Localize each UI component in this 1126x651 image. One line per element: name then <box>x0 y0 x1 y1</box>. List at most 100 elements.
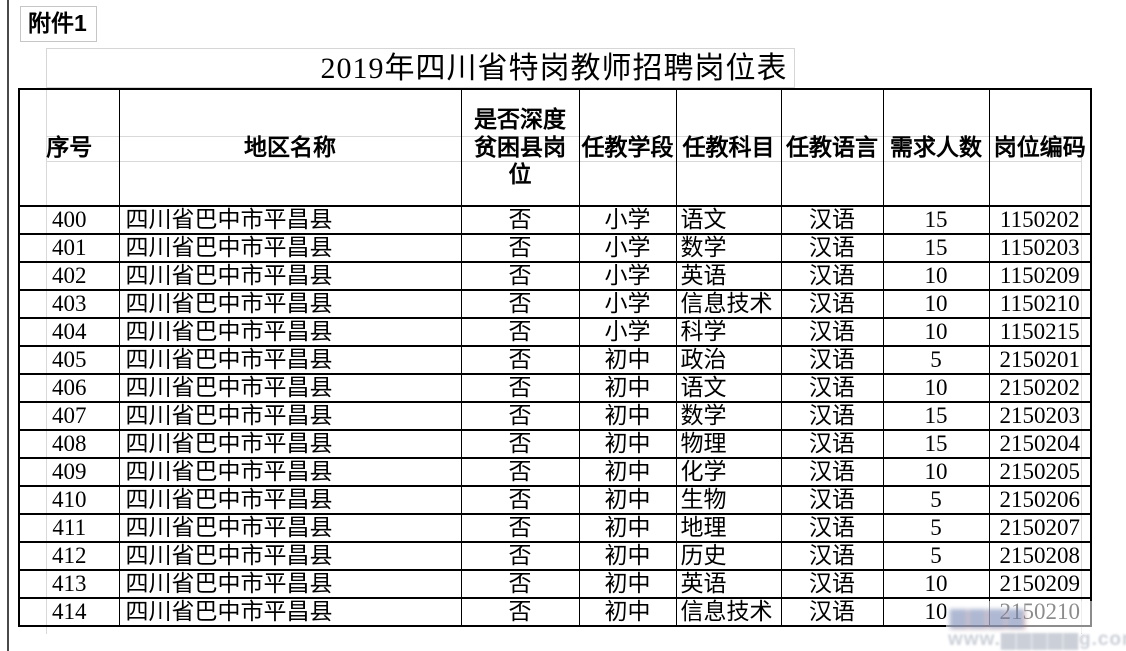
cell: 汉语 <box>780 457 884 487</box>
cell: 英语 <box>675 569 782 599</box>
cell: 10 <box>882 457 990 487</box>
cell: 1150209 <box>988 261 1092 291</box>
cell: 否 <box>460 513 580 543</box>
cell: 汉语 <box>780 401 884 431</box>
cell: 401 <box>18 233 120 263</box>
cell: 1150215 <box>988 317 1092 347</box>
cell: 政治 <box>675 345 782 375</box>
table-row: 410 四川省巴中市平昌县否初中 生物 汉语 5 2150206 <box>18 485 1092 515</box>
attachment-label-text: 附件1 <box>28 10 87 36</box>
cell: 405 <box>18 345 120 375</box>
cell: 2150206 <box>988 485 1092 515</box>
cell: 初中 <box>578 541 677 571</box>
cell: 否 <box>460 345 580 375</box>
attachment-label: 附件1 <box>20 6 97 42</box>
cell: 2150205 <box>988 457 1092 487</box>
cell: 413 <box>18 569 120 599</box>
table-row: 405 四川省巴中市平昌县否初中 政治 汉语 5 2150201 <box>18 345 1092 375</box>
cell: 1150210 <box>988 289 1092 319</box>
cell: 5 <box>882 513 990 543</box>
table-body: 400 四川省巴中市平昌县否小学 语文 汉语 15 1150202 401 四川省巴中市平昌县… <box>18 205 1092 627</box>
cell: 汉语 <box>780 261 884 291</box>
cell: 2150208 <box>988 541 1092 571</box>
positions-table: 序号 地区名称 是否深度贫困县岗位 任教学段 任教科目 任教语言 需求人数 岗位编码 400 四… <box>18 88 1092 627</box>
cell: 否 <box>460 373 580 403</box>
cell: 化学 <box>675 457 782 487</box>
cell: 历史 <box>675 541 782 571</box>
cell: 否 <box>460 485 580 515</box>
cell: 汉语 <box>780 541 884 571</box>
cell: 初中 <box>578 401 677 431</box>
cell: 412 <box>18 541 120 571</box>
cell: 四川省巴中市平昌县 <box>118 485 462 515</box>
cell: 四川省巴中市平昌县 <box>118 569 462 599</box>
cell: 否 <box>460 541 580 571</box>
cell: 小学 <box>578 317 677 347</box>
cell: 初中 <box>578 485 677 515</box>
column-header-0: 序号 <box>18 88 120 207</box>
page-title: 2019年四川省特岗教师招聘岗位表 <box>320 52 788 85</box>
cell: 初中 <box>578 569 677 599</box>
cell: 15 <box>882 205 990 235</box>
cell: 小学 <box>578 205 677 235</box>
cell: 410 <box>18 485 120 515</box>
column-header-6: 需求人数 <box>882 88 990 207</box>
cell: 初中 <box>578 457 677 487</box>
cell: 小学 <box>578 289 677 319</box>
cell: 10 <box>882 289 990 319</box>
cell: 406 <box>18 373 120 403</box>
cell: 四川省巴中市平昌县 <box>118 513 462 543</box>
cell: 四川省巴中市平昌县 <box>118 373 462 403</box>
cell: 否 <box>460 569 580 599</box>
cell: 2150202 <box>988 373 1092 403</box>
cell: 汉语 <box>780 373 884 403</box>
table-row: 404 四川省巴中市平昌县否小学 科学 汉语 10 1150215 <box>18 317 1092 347</box>
cell: 物理 <box>675 429 782 459</box>
cell: 2150207 <box>988 513 1092 543</box>
cell: 汉语 <box>780 485 884 515</box>
cell: 否 <box>460 457 580 487</box>
cell: 2150209 <box>988 569 1092 599</box>
cell: 汉语 <box>780 429 884 459</box>
cell: 语文 <box>675 205 782 235</box>
cell: 初中 <box>578 429 677 459</box>
cell: 汉语 <box>780 569 884 599</box>
cell: 2150201 <box>988 345 1092 375</box>
cell: 否 <box>460 429 580 459</box>
cell: 1150202 <box>988 205 1092 235</box>
cell: 科学 <box>675 317 782 347</box>
cell: 407 <box>18 401 120 431</box>
cell: 403 <box>18 289 120 319</box>
cell: 四川省巴中市平昌县 <box>118 233 462 263</box>
table-row: 412 四川省巴中市平昌县否初中 历史 汉语 5 2150208 <box>18 541 1092 571</box>
cell: 否 <box>460 205 580 235</box>
cell: 5 <box>882 345 990 375</box>
cell: 10 <box>882 261 990 291</box>
cell: 初中 <box>578 345 677 375</box>
cell: 地理 <box>675 513 782 543</box>
cell: 四川省巴中市平昌县 <box>118 457 462 487</box>
cell: 402 <box>18 261 120 291</box>
cell: 数学 <box>675 401 782 431</box>
cell: 404 <box>18 317 120 347</box>
page-edge-line <box>7 0 9 651</box>
cell: 生物 <box>675 485 782 515</box>
column-header-7: 岗位编码 <box>988 88 1092 207</box>
cell: 四川省巴中市平昌县 <box>118 429 462 459</box>
cell: 数学 <box>675 233 782 263</box>
table-row: 414四川省巴中市平昌县否初中信息技术汉语102150210 <box>18 597 1092 627</box>
column-header-1: 地区名称 <box>118 88 462 207</box>
positions-table-container: 序号 地区名称 是否深度贫困县岗位 任教学段 任教科目 任教语言 需求人数 岗位编码 400 四… <box>18 88 1092 627</box>
cell: 汉语 <box>780 233 884 263</box>
table-row: 413 四川省巴中市平昌县否初中 英语 汉语 10 2150209 <box>18 569 1092 599</box>
cell: 四川省巴中市平昌县 <box>118 317 462 347</box>
table-row: 408 四川省巴中市平昌县否初中 物理 汉语 15 2150204 <box>18 429 1092 459</box>
table-row: 403 四川省巴中市平昌县否小学 信息技术 汉语 10 1150210 <box>18 289 1092 319</box>
watermark-url-text: www.▆▆▆▆▆g.com <box>948 629 1126 650</box>
cell: 汉语 <box>780 597 884 627</box>
cell: 15 <box>882 401 990 431</box>
column-header-4: 任教科目 <box>675 88 782 207</box>
table-header: 序号 地区名称 是否深度贫困县岗位 任教学段 任教科目 任教语言 需求人数 岗位编码 <box>18 88 1092 207</box>
table-row: 407 四川省巴中市平昌县否初中 数学 汉语 15 2150203 <box>18 401 1092 431</box>
cell: 汉语 <box>780 205 884 235</box>
